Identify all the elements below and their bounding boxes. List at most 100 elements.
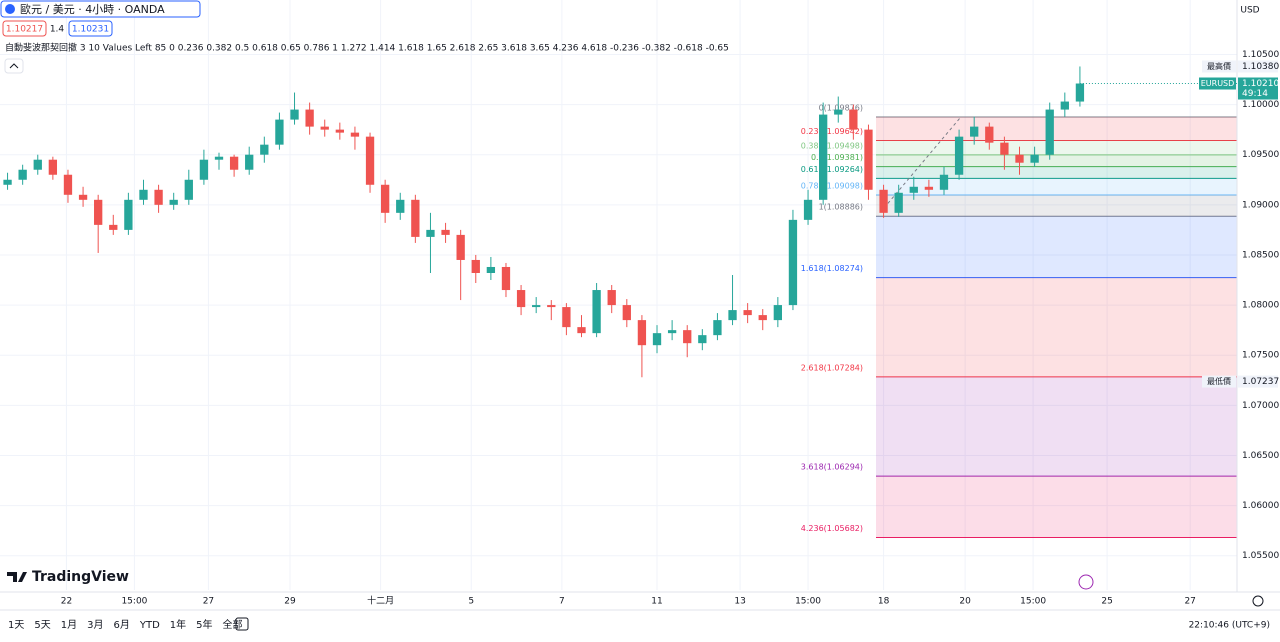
countdown: 49:14 <box>1242 89 1268 99</box>
fib-zone <box>876 166 1237 179</box>
candle-body <box>1075 83 1085 102</box>
fib-zone <box>876 154 1237 167</box>
alert-icon[interactable] <box>1078 574 1094 590</box>
fibonacci: 0(1.09876) 0.236(1.09642) 0.382(1.09498) 0.… <box>801 103 1237 538</box>
candle-body <box>169 199 178 205</box>
candle-body <box>260 144 269 155</box>
timeframe-button[interactable]: YTD <box>139 620 160 631</box>
candle-body <box>380 184 390 213</box>
candle-body <box>788 219 798 306</box>
candle-body <box>501 266 511 291</box>
candle-body <box>532 305 541 308</box>
candle-body <box>864 129 873 190</box>
candle-body <box>411 199 420 237</box>
candle-body <box>275 119 284 145</box>
candle-body <box>471 259 480 273</box>
candle-body <box>486 266 496 273</box>
candle-body <box>33 159 42 170</box>
fib-label: 1(1.08886) <box>819 203 863 212</box>
candle-body <box>728 310 737 321</box>
y-tick-label: 1.10500 <box>1242 50 1279 60</box>
fib-label: 4.236(1.05682) <box>801 524 863 533</box>
candle-body <box>456 234 465 260</box>
timeframe-button[interactable]: 3月 <box>87 619 103 631</box>
symbol-box[interactable] <box>0 0 201 18</box>
x-tick-label: 15:00 <box>1020 597 1046 607</box>
settings-icon[interactable] <box>1252 595 1264 607</box>
timeframe-button[interactable]: 5天 <box>34 620 50 631</box>
symbol[interactable]: 歐元 / 美元 · 4小時 · OANDA <box>20 2 165 16</box>
last-price-box <box>1238 77 1278 100</box>
candle-body <box>124 199 133 230</box>
candle-body <box>592 290 601 334</box>
bid[interactable]: 1.10217 <box>6 25 43 35</box>
candle-body <box>577 327 586 334</box>
candle-body <box>939 174 949 190</box>
candle-body <box>637 320 647 346</box>
indicator-legend: 自動斐波那契回撤 3 10 Values Left 85 0 0.236 0.3… <box>5 42 729 54</box>
candle-body <box>683 330 692 344</box>
candle-body <box>924 186 934 190</box>
last-name-box <box>1199 77 1236 90</box>
timeframe-button[interactable]: 1年 <box>170 618 186 631</box>
y-tick-label: 1.06500 <box>1242 451 1279 461</box>
candle-body <box>18 169 27 180</box>
axes: 1.10500 1.10000 1.09500 1.09000 1.08500 1.080… <box>61 50 1280 607</box>
candle-body <box>834 109 843 115</box>
candle-body <box>894 192 903 213</box>
bid-box[interactable] <box>2 20 47 37</box>
candle-body <box>1015 154 1024 163</box>
candle-body <box>909 186 918 193</box>
y-tick-label: 1.08500 <box>1242 250 1279 260</box>
fib-label: 3.618(1.06294) <box>801 463 863 472</box>
clock: 22:10:46 (UTC+9) <box>1189 621 1270 631</box>
timeframe-button[interactable]: 1月 <box>61 619 77 631</box>
fib-label: 0.786(1.09098) <box>801 181 863 190</box>
x-tick-label: 27 <box>203 597 214 607</box>
candle-body <box>139 189 148 200</box>
timeframe-button[interactable]: 6月 <box>114 619 130 631</box>
collapse-icon <box>9 63 19 69</box>
y-tick-label: 1.08000 <box>1242 301 1279 311</box>
candle-body <box>229 156 239 170</box>
x-tick-label: 29 <box>284 597 296 607</box>
candle-body <box>758 315 767 321</box>
logo: TradingView <box>32 569 129 585</box>
x-tick-label: 25 <box>1101 597 1112 607</box>
candle-body <box>305 109 314 127</box>
candle-body <box>441 229 450 235</box>
candle-body <box>3 179 12 185</box>
x-tick-label: 15:00 <box>121 597 147 607</box>
y-tick-label: 1.07000 <box>1242 401 1279 411</box>
ask[interactable]: 1.10231 <box>72 25 109 35</box>
high-price: 1.10380 <box>1242 62 1279 72</box>
timeframe-button[interactable]: 5年 <box>196 618 212 631</box>
candle-body <box>803 199 813 220</box>
candle-body <box>1030 154 1039 163</box>
fib-label: 1.618(1.08274) <box>801 264 863 273</box>
collapse-button[interactable] <box>4 58 24 74</box>
candles <box>3 66 1085 378</box>
fib-zone <box>876 376 1237 477</box>
ask-box[interactable] <box>68 20 113 37</box>
timeframe-button[interactable]: 1天 <box>8 620 24 631</box>
y-tick-label: 1.09000 <box>1242 200 1279 210</box>
y-tick-label: 1.10000 <box>1242 100 1279 110</box>
low-price: 1.07237 <box>1242 377 1279 387</box>
spread: 1.4 <box>50 25 65 35</box>
fib-label: 0.382(1.09498) <box>801 141 863 150</box>
timeframe-button[interactable]: 全部 <box>223 618 243 631</box>
x-tick-label: 5 <box>468 597 474 607</box>
y-tick-label: 1.07500 <box>1242 351 1279 361</box>
candle-body <box>954 136 964 175</box>
date-range-icon[interactable] <box>235 617 249 631</box>
candle-body <box>879 189 888 213</box>
candle-body <box>184 179 193 200</box>
fib-zone <box>876 140 1237 155</box>
candle-body <box>652 333 662 346</box>
currency[interactable]: USD <box>1240 6 1259 16</box>
low-label: 最低價 <box>1207 376 1231 386</box>
candle-body <box>743 310 752 316</box>
